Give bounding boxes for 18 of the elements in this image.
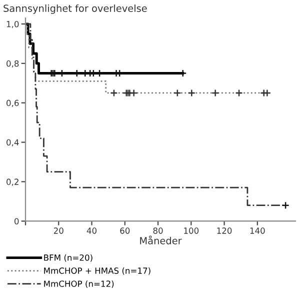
y-tick-label: 0 [14,218,19,224]
x-tick-label: 120 [217,228,232,234]
y-tick-label: 1,0 [6,20,19,28]
y-tick-label: 0,8 [6,60,19,68]
y-tick-label: 0,2 [6,178,18,186]
x-tick-label: 60 [120,228,130,234]
x-tick-label: 40 [86,228,97,234]
chart-title: Sannsynlighet for overlevelse [4,4,147,14]
legend-label: MmCHOP (n=12) [44,280,114,288]
legend-label: MmCHOP + HMAS (n=17) [44,267,150,275]
y-tick-label: 0,6 [6,100,19,107]
x-tick-label: 80 [153,228,163,234]
x-tick-label: 140 [250,228,265,234]
y-tick-label: 0,4 [6,139,19,146]
x-axis-title: Måneder [140,236,182,244]
legend-label: BFM (n=20) [44,254,92,262]
x-tick-label: 100 [184,228,199,234]
x-tick-label: 20 [54,228,64,234]
